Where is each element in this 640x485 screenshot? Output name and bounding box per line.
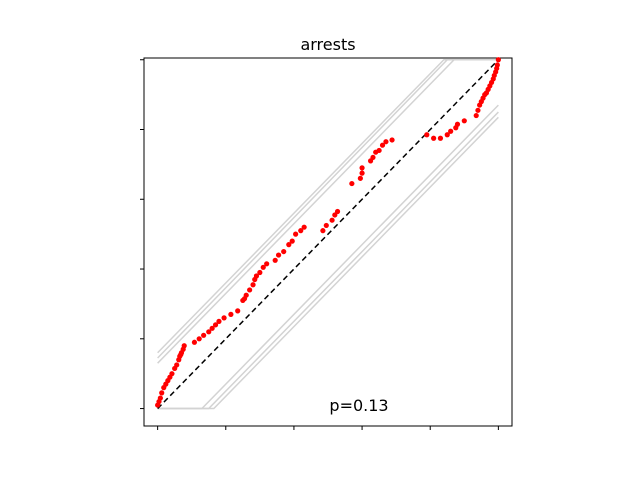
data-point [228,311,234,317]
data-points [155,57,501,408]
data-point [301,224,307,230]
data-point [159,390,165,396]
axes-frame [143,57,513,427]
data-point [359,170,365,176]
reference-line [157,59,499,410]
data-point [473,112,479,119]
data-point [209,325,215,331]
p-value-annotation: p=0.13 [329,396,388,415]
data-point [379,142,386,148]
data-point [212,322,219,328]
data-point [196,336,202,342]
data-point [169,371,175,377]
data-point [437,135,444,141]
data-point [216,318,222,324]
data-point [461,118,467,124]
data-point [247,287,253,293]
data-point [206,329,212,335]
data-point [293,231,299,237]
envelope-line-6 [157,116,499,410]
data-point [389,137,395,143]
data-point [174,362,180,368]
data-point [157,395,163,401]
reference-line-group [157,59,499,410]
data-point [349,180,355,187]
data-point [376,147,382,154]
data-point [495,57,501,63]
data-point [201,332,207,338]
data-point [320,228,326,234]
data-point [494,62,500,68]
data-point [191,339,198,345]
data-point [431,135,437,141]
data-point [359,165,365,171]
data-point [260,264,266,270]
data-point [181,343,187,349]
data-point [264,261,270,267]
data-point [298,228,304,234]
axis-ticks [140,59,499,430]
data-point [275,252,282,258]
envelope-line-3 [157,58,499,364]
data-point [454,121,461,127]
data-point [332,212,338,218]
data-point [235,308,241,314]
data-point [370,154,376,161]
data-point [475,107,481,113]
data-point [357,175,363,181]
data-point [323,222,329,229]
data-point [383,139,389,145]
data-point [444,132,450,138]
data-point [250,282,256,288]
data-point [329,217,335,223]
data-point [221,315,227,321]
data-point [281,248,287,255]
data-point [243,292,249,298]
data-point [289,238,295,244]
data-point [334,208,341,215]
envelope-lines [157,58,499,410]
chart-title: arrests [300,35,355,54]
data-point [272,257,278,263]
data-point [257,269,263,276]
data-point [424,132,430,138]
data-point [286,242,292,248]
data-point [448,128,454,134]
data-point [253,273,260,279]
